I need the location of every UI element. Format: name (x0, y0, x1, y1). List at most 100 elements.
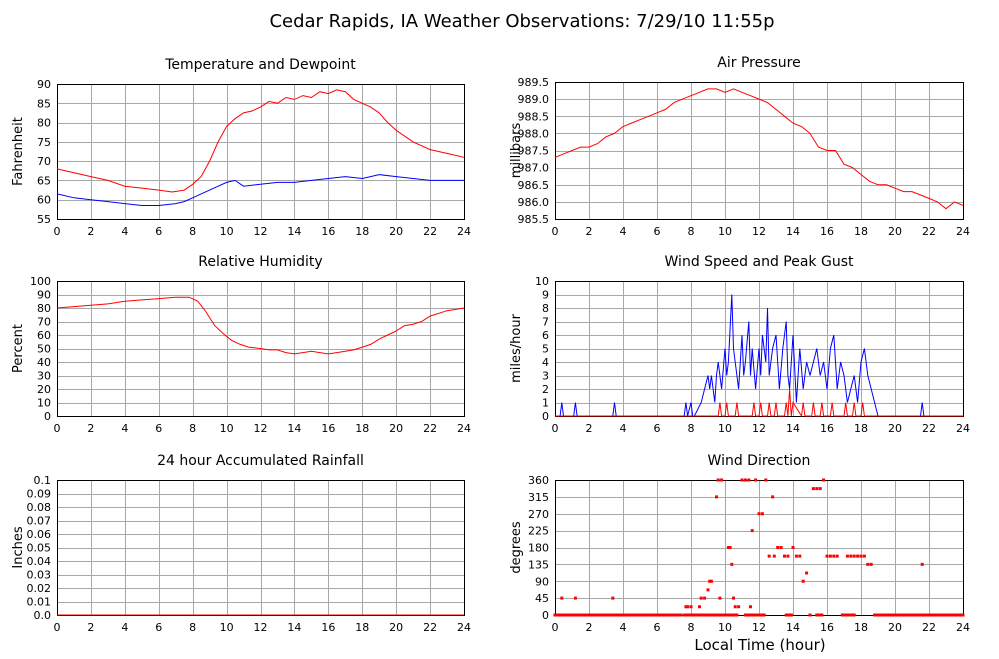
panel-title: Relative Humidity (198, 254, 322, 270)
x-tick-label: 22 (423, 225, 437, 238)
data-point (597, 613, 601, 617)
y-tick-label: 40 (37, 356, 51, 369)
data-point (849, 554, 853, 558)
data-point (565, 613, 569, 617)
data-point (907, 613, 911, 617)
x-tick-label: 10 (718, 422, 732, 435)
data-point (613, 613, 616, 617)
x-tick-label: 12 (254, 621, 268, 634)
y-axis-label: Inches (11, 526, 26, 568)
data-point (818, 487, 822, 491)
data-point (847, 613, 851, 617)
data-point (732, 613, 735, 617)
data-point (684, 605, 688, 609)
y-tick-label: 986.5 (518, 179, 550, 192)
data-point (720, 613, 724, 617)
x-tick-label: 4 (121, 621, 128, 634)
data-point (737, 605, 741, 609)
data-point (621, 613, 625, 617)
plot-frame (555, 281, 964, 417)
data-point (747, 613, 751, 617)
data-point (910, 613, 914, 617)
data-point (630, 613, 633, 617)
data-point (818, 613, 822, 617)
data-point (703, 596, 707, 600)
data-point (750, 613, 754, 617)
y-tick-label: 45 (535, 592, 549, 605)
data-point (900, 613, 904, 617)
data-point (772, 554, 776, 558)
x-tick-label: 0 (552, 225, 559, 238)
y-tick-label: 60 (37, 329, 51, 342)
data-point (895, 613, 899, 617)
y-tick-label: 0.08 (27, 501, 52, 514)
data-point (951, 613, 955, 617)
data-point (760, 613, 764, 617)
series-line-0 (56, 296, 465, 355)
data-point (553, 613, 557, 617)
x-tick-label: 22 (922, 225, 936, 238)
data-point (675, 613, 679, 617)
data-point (944, 613, 948, 617)
y-tick-label: 70 (37, 316, 51, 329)
y-tick-label: 8 (542, 302, 549, 315)
data-point (614, 613, 618, 617)
data-point (732, 596, 735, 600)
y-axis-label: degrees (509, 521, 524, 574)
y-tick-label: 0.07 (27, 515, 52, 528)
y-tick-label: 1 (542, 397, 549, 410)
y-tick-label: 0 (542, 410, 549, 423)
data-point (786, 554, 790, 558)
panel-title: Air Pressure (717, 55, 800, 71)
data-point (891, 613, 895, 617)
data-point (754, 478, 758, 482)
data-point (896, 613, 900, 617)
data-point (842, 613, 846, 617)
data-point (915, 613, 919, 617)
data-point (580, 613, 584, 617)
x-tick-label: 6 (654, 225, 661, 238)
x-tick-label: 14 (287, 225, 301, 238)
data-point (912, 613, 916, 617)
x-tick-label: 14 (786, 621, 800, 634)
panel-title: 24 hour Accumulated Rainfall (157, 453, 364, 469)
data-point (570, 613, 574, 617)
data-point (628, 613, 632, 617)
data-point (801, 579, 805, 583)
x-tick-label: 16 (820, 621, 834, 634)
data-point (584, 613, 588, 617)
data-point (925, 613, 929, 617)
y-tick-label: 315 (528, 491, 549, 504)
data-point (745, 613, 749, 617)
y-tick-label: 0.03 (27, 569, 52, 582)
x-tick-label: 6 (654, 621, 661, 634)
y-tick-label: 30 (37, 370, 51, 383)
y-axis-label: miles/hour (509, 313, 524, 382)
x-tick-label: 14 (786, 422, 800, 435)
x-tick-label: 12 (752, 422, 766, 435)
data-point (942, 613, 946, 617)
data-point (709, 613, 713, 617)
data-point (788, 613, 792, 617)
x-tick-label: 22 (922, 621, 936, 634)
y-tick-label: 0.02 (27, 582, 52, 595)
data-point (755, 613, 759, 617)
x-tick-label: 0 (54, 225, 61, 238)
data-point (599, 613, 603, 617)
x-tick-label: 16 (820, 225, 834, 238)
data-point (633, 613, 637, 617)
x-tick-label: 10 (718, 621, 732, 634)
data-point (730, 562, 734, 566)
data-point (558, 613, 562, 617)
x-tick-label: 24 (457, 422, 471, 435)
data-point (619, 613, 623, 617)
y-axis-label: millibars (509, 123, 524, 179)
data-point (845, 554, 849, 558)
data-point (815, 487, 819, 491)
x-tick-label: 20 (888, 621, 902, 634)
x-tick-label: 8 (189, 225, 196, 238)
